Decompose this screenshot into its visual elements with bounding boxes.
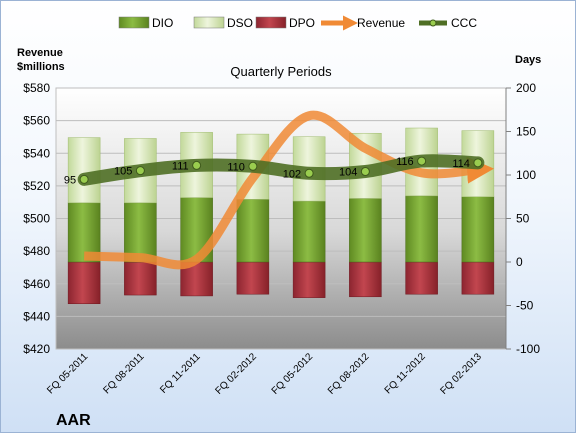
ccc-point (79, 174, 89, 184)
legend-swatch (118, 16, 150, 29)
company-name: AAR (56, 412, 91, 429)
right-tick-label: -50 (516, 299, 534, 313)
ccc-point (248, 161, 258, 171)
left-axis-title-line1: Revenue (17, 47, 63, 59)
ccc-data-label: 104 (339, 167, 357, 179)
ccc-data-label: 116 (396, 156, 414, 168)
x-tick-label: FQ 08-2012 (326, 351, 372, 397)
legend: DIO DSO DPO Revenue CCC (118, 15, 477, 31)
legend-item-ccc: CCC (419, 16, 477, 30)
left-axis-title-line2: $millions (17, 61, 65, 73)
bar-dio (236, 199, 270, 263)
bar-dpo (292, 261, 326, 298)
left-tick-label: $560 (23, 114, 50, 128)
left-tick-label: $420 (23, 342, 50, 356)
right-tick-label: 0 (516, 255, 523, 269)
ccc-data-label: 110 (227, 161, 245, 173)
x-axis-ticks: FQ 05-2011 FQ 08-2011 FQ 11-2011 FQ 02-2012… (45, 351, 484, 397)
ccc-point (192, 160, 202, 170)
bar-dpo (67, 261, 101, 305)
legend-item-revenue: Revenue (321, 15, 405, 31)
ccc-point (417, 156, 427, 166)
bar-dpo (124, 261, 157, 296)
left-tick-label: $480 (23, 244, 50, 258)
bar-dpo (349, 261, 382, 298)
left-tick-label: $580 (23, 81, 50, 95)
legend-label: DPO (289, 16, 315, 30)
bar-dio (461, 196, 495, 263)
right-tick-label: -100 (516, 342, 540, 356)
x-tick-label: FQ 08-2011 (102, 351, 147, 396)
bar-dio (292, 200, 326, 263)
right-axis-ticks: -100 -50 0 50 100 150 200 (505, 81, 540, 356)
ccc-point (360, 167, 370, 177)
ccc-data-label: 114 (452, 158, 470, 170)
ccc-data-label: 111 (172, 160, 189, 172)
chart-title: Quarterly Periods (230, 64, 332, 79)
legend-item-dio: DIO (118, 16, 173, 30)
left-tick-label: $500 (23, 212, 50, 226)
x-tick-label: FQ 11-2011 (158, 351, 203, 396)
x-tick-label: FQ 05-2011 (45, 351, 90, 396)
left-tick-label: $520 (23, 179, 50, 193)
right-tick-label: 100 (516, 168, 536, 182)
legend-swatch (255, 16, 287, 29)
ccc-point (135, 166, 145, 176)
legend-label: DIO (152, 16, 173, 30)
x-tick-label: FQ 05-2012 (270, 351, 316, 397)
legend-item-dso: DSO (193, 16, 253, 30)
right-tick-label: 50 (516, 212, 530, 226)
ccc-point (473, 158, 483, 168)
right-axis-title: Days (515, 54, 541, 66)
ccc-point (304, 168, 314, 178)
left-tick-label: $460 (23, 277, 50, 291)
legend-label: DSO (227, 16, 253, 30)
ccc-data-label: 105 (114, 166, 132, 178)
legend-swatch (193, 16, 225, 29)
left-axis-ticks: $420 $440 $460 $480 $500 $520 $540 $560 $580 (23, 81, 50, 356)
legend-label: Revenue (357, 16, 405, 30)
ccc-line (77, 154, 485, 186)
bar-dso (67, 137, 101, 204)
right-tick-label: 200 (516, 81, 536, 95)
bar-dpo (236, 261, 270, 295)
left-tick-label: $540 (23, 146, 50, 160)
legend-marker (429, 19, 437, 27)
left-tick-label: $440 (23, 309, 50, 323)
lines: 95 105 111 110 102 104 116 114 (64, 110, 495, 270)
x-tick-label: FQ 02-2012 (213, 351, 259, 397)
bar-dpo (180, 261, 213, 297)
x-tick-label: FQ 11-2012 (383, 351, 428, 396)
right-tick-label: 150 (516, 125, 536, 139)
bar-dpo (461, 261, 495, 295)
ccc-data-label: 95 (64, 174, 76, 186)
bar-dio (405, 195, 438, 263)
bar-dio (349, 198, 382, 263)
bar-dpo (405, 261, 438, 295)
legend-label: CCC (451, 16, 477, 30)
ccc-data-label: 102 (283, 168, 301, 180)
x-tick-label: FQ 02-2013 (438, 351, 484, 397)
legend-item-dpo: DPO (255, 16, 315, 30)
